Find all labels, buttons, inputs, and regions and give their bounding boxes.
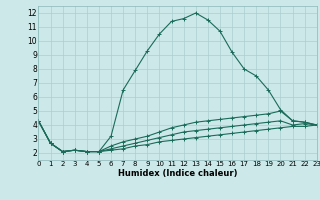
X-axis label: Humidex (Indice chaleur): Humidex (Indice chaleur) [118,169,237,178]
